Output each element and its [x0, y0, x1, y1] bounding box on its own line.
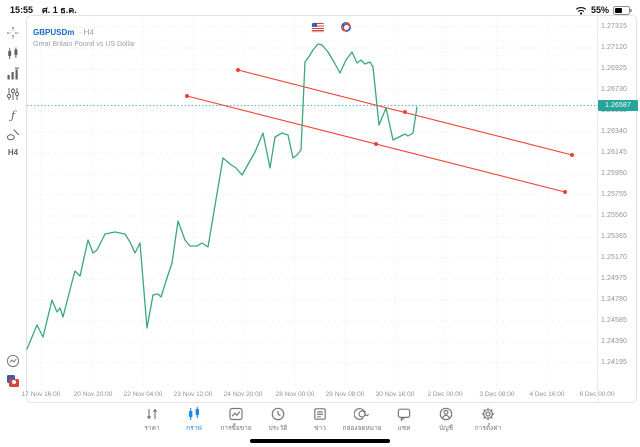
tab-trade[interactable]: การซื้อขาย — [215, 406, 257, 438]
timeframe-label: H4 — [7, 148, 19, 157]
timeframe-button[interactable]: H4 — [0, 148, 26, 157]
tab-label: กราฟ — [186, 425, 202, 432]
tab-mailbox[interactable]: กล่องจดหมาย — [341, 406, 383, 438]
tab-quotes[interactable]: ราคา — [131, 406, 173, 438]
tab-label: การตั้งค่า — [474, 425, 502, 432]
symbol-timeframe: · H4 — [78, 28, 94, 37]
price-axis-label: 1.26145 — [601, 149, 628, 156]
price-axis-label: 1.24390 — [601, 338, 628, 345]
time-axis-label: 23 Nov 12:00 — [173, 391, 213, 398]
price-axis-label: 1.27120 — [601, 44, 628, 51]
current-price-tag: 1.26587 — [598, 100, 638, 111]
tab-label: การซื้อขาย — [220, 425, 252, 432]
chat-bubble-icon — [397, 408, 411, 422]
crosshair-icon — [7, 26, 19, 39]
mailbox-at-icon — [354, 408, 369, 420]
price-axis-label: 1.24975 — [601, 275, 628, 282]
tab-history[interactable]: ประวัติ — [257, 406, 299, 438]
wifi-icon — [576, 7, 586, 15]
functions-button[interactable]: ƒ — [0, 106, 26, 124]
tab-settings[interactable]: การตั้งค่า — [467, 406, 509, 438]
quotes-arrows-icon — [146, 408, 158, 420]
tab-label: ประวัติ — [268, 425, 288, 432]
calendar-flags-icon — [7, 375, 19, 387]
tab-label: ราคา — [144, 425, 160, 432]
tick-chart-icon — [6, 354, 20, 367]
tab-label: บัญชี — [438, 425, 454, 432]
tab-accounts[interactable]: บัญชี — [425, 406, 467, 438]
chart-type-button[interactable] — [0, 45, 26, 63]
levels-button[interactable] — [0, 85, 26, 103]
tab-label: ข่าว — [314, 425, 326, 432]
price-axis-label: 1.26340 — [601, 128, 628, 135]
price-axis-label: 1.26730 — [601, 86, 628, 93]
price-axis-label: 1.27315 — [601, 23, 628, 30]
bottom-tab-bar: ราคา กราฟ การซื้อขาย ประวัติ ข่าว — [0, 406, 640, 438]
time-axis-label: 4 Dec 16:00 — [529, 391, 565, 398]
tab-label: แชท — [397, 425, 411, 432]
tab-chat[interactable]: แชท — [383, 406, 425, 438]
price-axis-separator — [597, 16, 598, 402]
tab-charts[interactable]: กราฟ — [173, 406, 215, 438]
price-axis-label: 1.25950 — [601, 170, 628, 177]
trade-icon — [229, 407, 243, 421]
time-axis-label: 20 Nov 20:00 — [73, 391, 113, 398]
status-date: ศ. 1 ธ.ค. — [42, 5, 77, 15]
time-axis-label: 3 Dec 08:00 — [479, 391, 515, 398]
chart-plot-area[interactable] — [27, 20, 597, 388]
news-icon — [314, 408, 326, 420]
time-axis-label: 22 Nov 04:00 — [123, 391, 163, 398]
time-axis-label: 30 Nov 16:00 — [375, 391, 415, 398]
price-axis-label: 1.24195 — [601, 359, 628, 366]
candles-icon — [8, 47, 18, 59]
price-axis-label: 1.25560 — [601, 212, 628, 219]
clock-time: 15:55 — [10, 5, 34, 15]
symbol-name: GBPUSDm — [33, 28, 75, 37]
price-axis-label: 1.25170 — [601, 254, 628, 261]
indicators-icon — [7, 67, 19, 80]
account-person-icon — [439, 407, 453, 421]
time-axis-label: 28 Nov 00:00 — [275, 391, 315, 398]
time-axis-label: 2 Dec 00:00 — [427, 391, 463, 398]
time-axis-label: 17 Nov 16:00 — [21, 391, 61, 398]
battery-percent: 55% — [590, 5, 609, 15]
crosshair-button[interactable] — [0, 24, 26, 42]
time-axis-label: 29 Nov 08:00 — [325, 391, 365, 398]
fx-icon: ƒ — [10, 109, 16, 122]
status-bar: 15:55 ศ. 1 ธ.ค. 55% — [0, 0, 640, 20]
time-axis[interactable]: 17 Nov 16:00 20 Nov 20:00 22 Nov 04:00 23 N… — [0, 390, 640, 402]
indicators-button[interactable] — [0, 65, 26, 83]
history-clock-icon — [271, 407, 285, 421]
chart-toolbar: ƒ H4 — [0, 20, 26, 403]
home-indicator[interactable] — [250, 439, 390, 443]
price-axis-label: 1.25755 — [601, 191, 628, 198]
time-axis-label: 6 Dec 00:00 — [579, 391, 615, 398]
price-axis-label: 1.25365 — [601, 233, 628, 240]
price-axis[interactable]: 1.273151.271201.269251.267301.265351.263… — [600, 15, 637, 403]
objects-icon — [6, 128, 20, 141]
objects-button[interactable] — [0, 126, 26, 144]
tab-news[interactable]: ข่าว — [299, 406, 341, 438]
tick-chart-button[interactable] — [0, 352, 26, 370]
calendar-flags-button[interactable] — [0, 374, 26, 392]
price-axis-label: 1.24585 — [601, 317, 628, 324]
price-axis-label: 1.26925 — [601, 65, 628, 72]
settings-gear-icon — [481, 407, 495, 421]
chart-candles-icon — [189, 407, 199, 420]
tab-label: กล่องจดหมาย — [342, 425, 382, 432]
time-axis-label: 24 Nov 20:00 — [223, 391, 263, 398]
price-axis-label: 1.24780 — [601, 296, 628, 303]
battery-icon — [613, 5, 632, 15]
sliders-icon — [6, 87, 20, 100]
